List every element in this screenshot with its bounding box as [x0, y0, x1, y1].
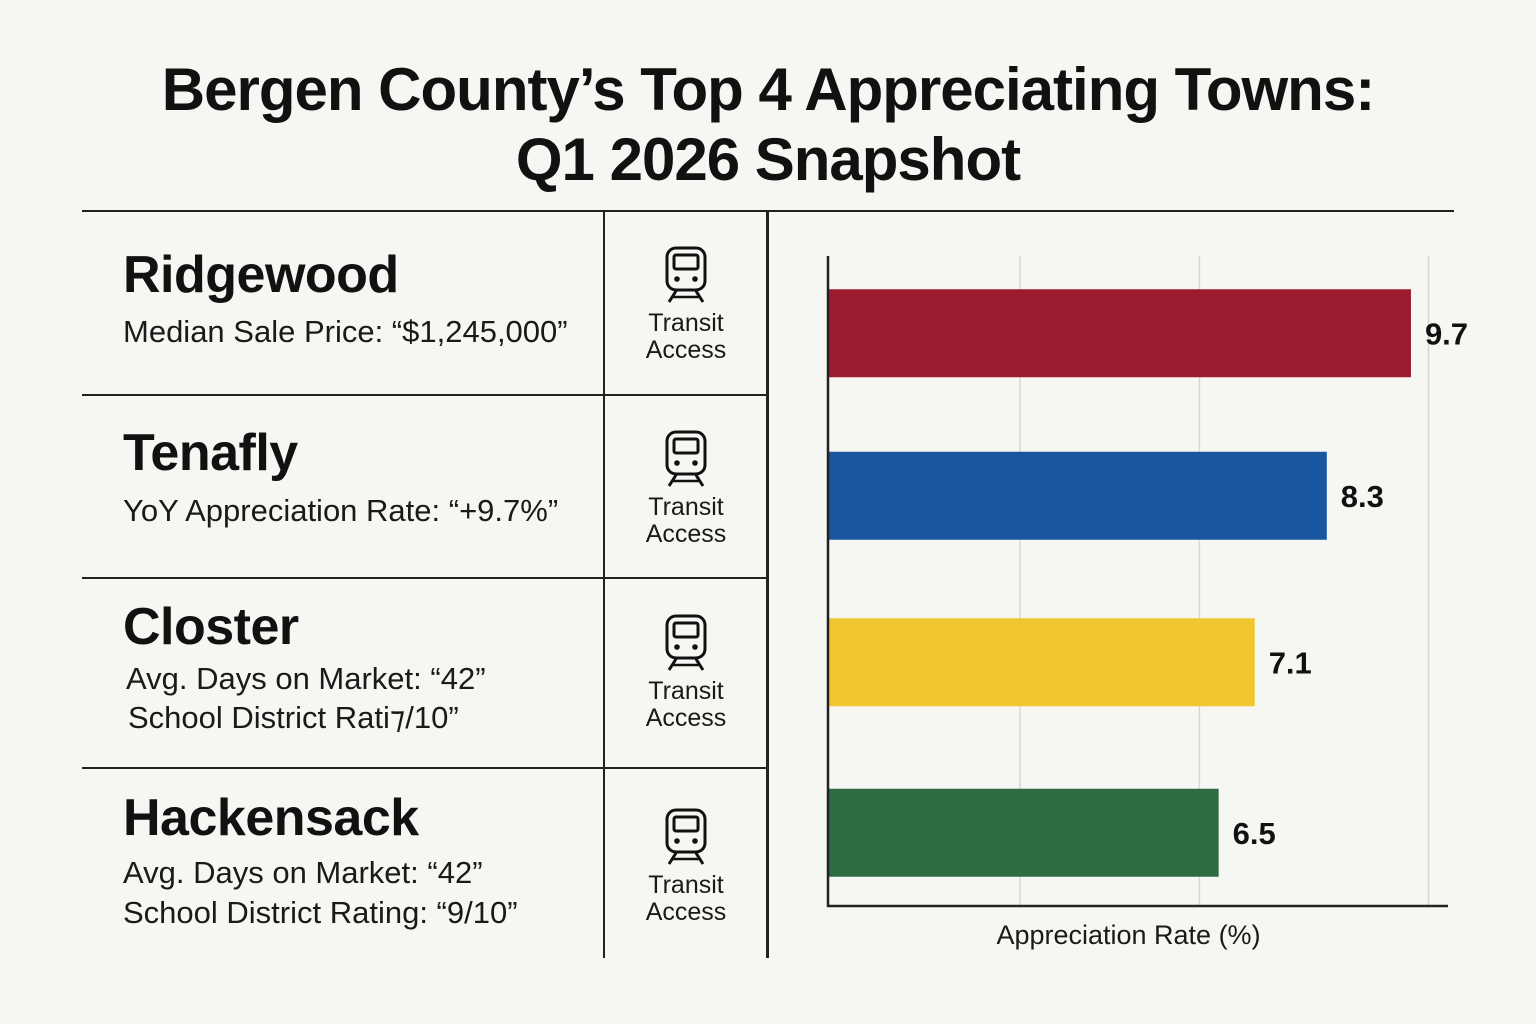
town-stat: School District Rating: “9/10” [123, 895, 518, 930]
transit-access: Transit Access [605, 614, 767, 732]
transit-access: Transit Access [605, 430, 767, 548]
row-divider [82, 394, 768, 396]
row-divider [82, 577, 768, 579]
appreciation-bar-chart: 9.7 8.3 7.1 6.5 Appreciation Rate (%) [826, 256, 1468, 950]
town-stat: Avg. Days on Market: “42” [126, 661, 486, 696]
transit-label: Transit Access [645, 871, 727, 926]
train-icon [665, 614, 707, 671]
transit-label: Transit Access [645, 677, 727, 732]
data-label: 7.1 [1269, 645, 1312, 680]
train-icon [665, 808, 707, 865]
town-name: Tenafly [123, 424, 298, 482]
data-label: 9.7 [1425, 316, 1468, 351]
train-icon [665, 246, 707, 303]
town-stat: YoY Appreciation Rate: “+9.7%” [123, 493, 559, 528]
transit-label: Transit Access [645, 493, 727, 548]
transit-access: Transit Access [605, 246, 767, 364]
column-divider [603, 212, 605, 958]
transit-access: Transit Access [605, 808, 767, 926]
transit-label: Transit Access [645, 309, 727, 364]
town-name: Hackensack [123, 789, 419, 847]
town-stat: Avg. Days on Market: “42” [123, 855, 483, 890]
bar-tenafly [828, 451, 1327, 540]
town-name: Ridgewood [123, 246, 399, 304]
bar-hackensack [828, 788, 1219, 877]
data-label: 6.5 [1233, 816, 1276, 851]
chart-title-line-2: Q1 2026 Snapshot [515, 126, 1021, 193]
header-rule [82, 210, 1454, 212]
x-axis-label: Appreciation Rate (%) [996, 920, 1260, 950]
town-stat: Median Sale Price: “$1,245,000” [123, 314, 568, 349]
bar-closter [828, 618, 1255, 707]
table-chart-divider [766, 212, 769, 958]
town-name: Closter [123, 598, 299, 656]
town-stat: School District Rati⁊/10” [128, 700, 459, 735]
data-label: 8.3 [1341, 479, 1384, 514]
chart-title-line-1: Bergen County’s Top 4 Appreciating Towns… [161, 56, 1375, 123]
train-icon [665, 430, 707, 487]
row-divider [82, 767, 768, 769]
bar-ridgewood [828, 289, 1411, 378]
